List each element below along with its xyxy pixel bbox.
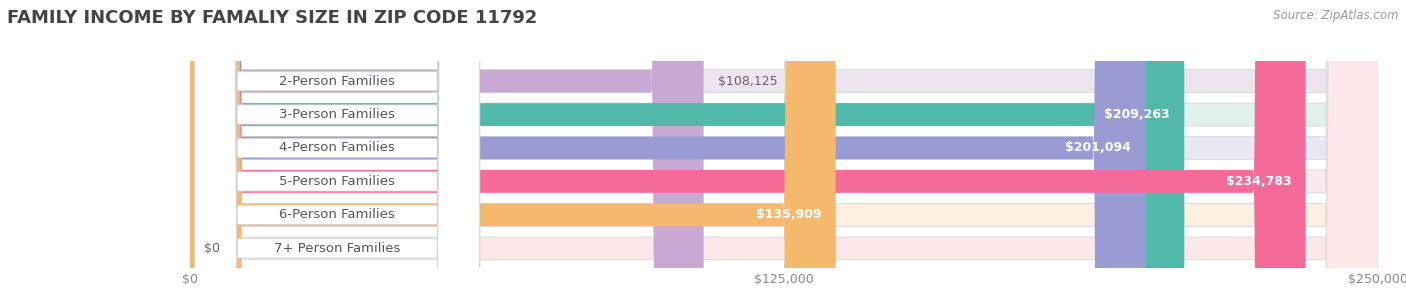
- Text: $108,125: $108,125: [718, 74, 778, 88]
- FancyBboxPatch shape: [190, 0, 1184, 305]
- Text: $209,263: $209,263: [1104, 108, 1170, 121]
- Text: 3-Person Families: 3-Person Families: [280, 108, 395, 121]
- FancyBboxPatch shape: [190, 0, 1378, 305]
- Text: $135,909: $135,909: [756, 208, 821, 221]
- Text: 7+ Person Families: 7+ Person Families: [274, 242, 401, 255]
- FancyBboxPatch shape: [194, 0, 479, 305]
- FancyBboxPatch shape: [194, 0, 479, 305]
- Text: $0: $0: [204, 242, 221, 255]
- FancyBboxPatch shape: [190, 0, 835, 305]
- Text: 6-Person Families: 6-Person Families: [280, 208, 395, 221]
- FancyBboxPatch shape: [194, 0, 479, 305]
- FancyBboxPatch shape: [190, 0, 1378, 305]
- Text: 2-Person Families: 2-Person Families: [280, 74, 395, 88]
- FancyBboxPatch shape: [190, 0, 1146, 305]
- Text: FAMILY INCOME BY FAMALIY SIZE IN ZIP CODE 11792: FAMILY INCOME BY FAMALIY SIZE IN ZIP COD…: [7, 9, 537, 27]
- Text: 4-Person Families: 4-Person Families: [280, 142, 395, 154]
- Text: $234,783: $234,783: [1226, 175, 1291, 188]
- Text: $201,094: $201,094: [1066, 142, 1132, 154]
- FancyBboxPatch shape: [194, 0, 479, 305]
- FancyBboxPatch shape: [190, 0, 1378, 305]
- Text: 5-Person Families: 5-Person Families: [280, 175, 395, 188]
- FancyBboxPatch shape: [190, 0, 1378, 305]
- Text: Source: ZipAtlas.com: Source: ZipAtlas.com: [1274, 9, 1399, 22]
- FancyBboxPatch shape: [190, 0, 1306, 305]
- FancyBboxPatch shape: [190, 0, 703, 305]
- FancyBboxPatch shape: [194, 0, 479, 305]
- FancyBboxPatch shape: [190, 0, 1378, 305]
- FancyBboxPatch shape: [194, 0, 479, 305]
- FancyBboxPatch shape: [190, 0, 1378, 305]
